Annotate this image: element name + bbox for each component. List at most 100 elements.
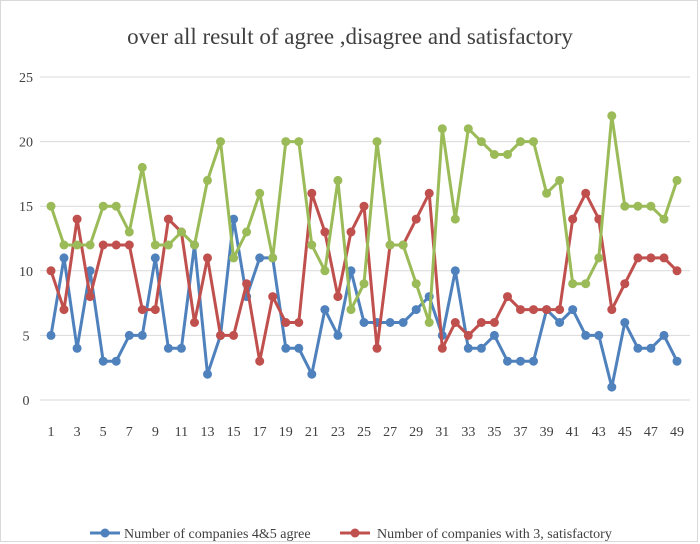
data-point bbox=[359, 201, 369, 211]
data-point bbox=[555, 175, 565, 185]
data-point bbox=[72, 343, 82, 353]
data-point bbox=[124, 330, 134, 340]
data-point bbox=[646, 343, 656, 353]
data-point bbox=[85, 240, 95, 250]
legend-marker bbox=[350, 528, 360, 538]
legend: Number of companies 4&5 agree Number of c… bbox=[90, 527, 612, 542]
x-tick-label: 27 bbox=[383, 425, 397, 440]
data-point bbox=[385, 318, 395, 327]
data-point bbox=[529, 356, 538, 366]
data-point bbox=[176, 227, 186, 237]
x-tick-label: 9 bbox=[152, 425, 159, 440]
x-tick-label: 49 bbox=[670, 425, 684, 440]
data-point bbox=[476, 137, 486, 147]
legend-marker bbox=[100, 528, 110, 538]
x-tick-label: 3 bbox=[74, 425, 81, 440]
x-tick-label: 41 bbox=[566, 425, 580, 440]
data-point bbox=[320, 305, 330, 315]
data-point bbox=[137, 330, 147, 340]
data-point bbox=[489, 330, 499, 340]
data-point bbox=[281, 343, 291, 353]
data-point bbox=[463, 124, 473, 134]
data-point bbox=[581, 188, 591, 198]
data-point bbox=[620, 318, 630, 327]
data-point bbox=[633, 201, 643, 211]
data-point bbox=[190, 318, 199, 327]
data-point bbox=[281, 318, 291, 327]
data-point bbox=[85, 292, 95, 302]
data-point bbox=[46, 330, 56, 340]
data-point bbox=[463, 343, 473, 353]
data-point bbox=[568, 214, 578, 224]
data-point bbox=[294, 137, 304, 147]
data-point bbox=[229, 214, 239, 224]
data-point bbox=[450, 318, 460, 327]
data-point bbox=[503, 292, 512, 302]
x-tick-label: 45 bbox=[618, 425, 632, 440]
data-point bbox=[203, 253, 212, 263]
data-point bbox=[476, 318, 486, 327]
data-point bbox=[594, 253, 604, 263]
data-point bbox=[476, 343, 486, 353]
data-point bbox=[359, 318, 369, 327]
data-point bbox=[646, 253, 656, 263]
x-tick-label: 25 bbox=[357, 425, 371, 440]
x-tick-label: 33 bbox=[461, 425, 475, 440]
x-tick-label: 31 bbox=[435, 425, 449, 440]
data-point bbox=[307, 240, 317, 250]
x-tick-label: 1 bbox=[48, 425, 55, 440]
data-point bbox=[216, 330, 225, 340]
data-point bbox=[489, 318, 499, 327]
data-point bbox=[659, 330, 669, 340]
data-point bbox=[333, 175, 343, 185]
data-point bbox=[281, 137, 291, 147]
x-tick-label: 37 bbox=[514, 425, 528, 440]
data-point bbox=[268, 253, 278, 263]
legend-label: Number of companies 4&5 agree bbox=[124, 527, 311, 542]
data-point bbox=[320, 227, 330, 237]
y-tick-label: 5 bbox=[23, 329, 30, 344]
data-point bbox=[124, 240, 134, 250]
data-point bbox=[463, 330, 473, 340]
data-point bbox=[255, 253, 265, 263]
data-point bbox=[59, 240, 69, 250]
data-point bbox=[268, 292, 278, 302]
data-point bbox=[137, 305, 147, 315]
data-point bbox=[242, 279, 252, 289]
y-tick-label: 0 bbox=[23, 394, 30, 409]
data-point bbox=[98, 240, 108, 250]
data-point bbox=[516, 356, 525, 366]
data-point bbox=[450, 266, 460, 276]
data-point bbox=[59, 253, 69, 263]
data-point bbox=[150, 305, 160, 315]
x-tick-label: 5 bbox=[100, 425, 107, 440]
data-point bbox=[242, 227, 252, 237]
data-point bbox=[72, 240, 82, 250]
data-point bbox=[672, 266, 682, 276]
x-tick-label: 29 bbox=[409, 425, 423, 440]
data-point bbox=[320, 266, 330, 276]
y-axis-ticks: 0 5 10 15 20 25 bbox=[19, 71, 33, 409]
data-point bbox=[437, 124, 447, 134]
data-point bbox=[150, 253, 160, 263]
data-point bbox=[85, 266, 95, 276]
data-point bbox=[294, 318, 304, 327]
data-point bbox=[607, 382, 617, 392]
data-point bbox=[190, 240, 199, 250]
x-tick-label: 39 bbox=[540, 425, 554, 440]
data-point bbox=[346, 305, 356, 315]
data-point bbox=[46, 201, 56, 211]
chart-title: over all result of agree ,disagree and s… bbox=[127, 24, 573, 49]
data-point bbox=[398, 318, 408, 327]
data-point bbox=[672, 356, 682, 366]
data-point bbox=[529, 137, 538, 147]
data-point bbox=[372, 137, 382, 147]
data-point bbox=[111, 201, 121, 211]
data-point bbox=[163, 240, 173, 250]
y-tick-label: 20 bbox=[19, 136, 33, 151]
data-point bbox=[555, 318, 565, 327]
data-point bbox=[346, 227, 356, 237]
data-point bbox=[333, 330, 343, 340]
data-point bbox=[437, 343, 447, 353]
